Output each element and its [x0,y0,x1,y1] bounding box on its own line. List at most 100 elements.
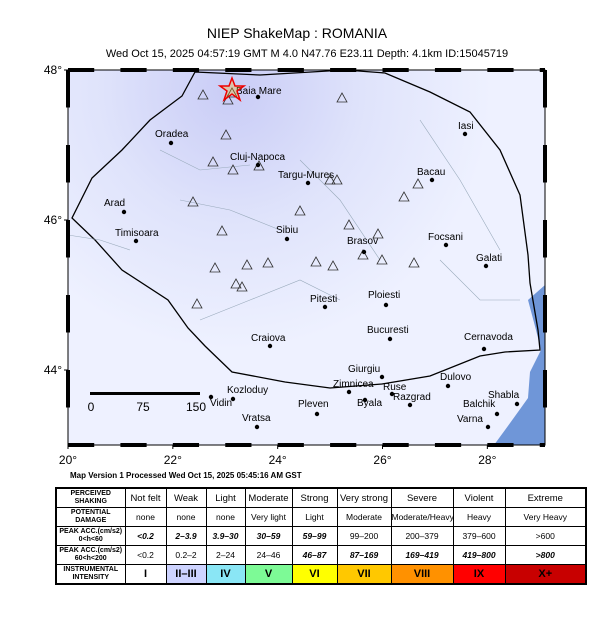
city-dot [407,402,413,408]
legend-cell: 169–419 [390,545,454,565]
city-label: Bucuresti [367,325,409,336]
city-label: Vidin [210,398,232,409]
city-dot [254,424,260,430]
footer: Map Version 1 Processed Wed Oct 15, 2025… [70,471,302,480]
legend-row: PEAK ACC.(cm/s2) 60<h<200 <0.2 0.2–2 2–24 24–… [55,545,587,565]
border-segment [330,68,357,72]
station [336,92,348,103]
city-label: Giurgiu [348,364,380,375]
border-segment [120,443,147,447]
station [187,196,199,207]
city-dot [168,140,174,146]
intensity-cell: X+ [504,564,587,585]
border-segment [66,145,70,183]
station [241,259,253,270]
legend-cell: Not felt [124,487,167,508]
intensity-cell: VIII [390,564,454,585]
legend-cell: Very Heavy [504,507,587,527]
border-segment [539,68,545,72]
legend-cell: <0.2 [124,545,167,565]
city-dot [230,396,236,402]
city-dot [462,131,468,137]
legend-row: POTENTIAL DAMAGE none none none Very light Lig… [55,507,587,527]
city-label: Arad [104,198,125,209]
border-segment [330,443,357,447]
lon-tick-label: 24° [269,453,287,467]
border-segment [382,68,409,72]
graticule: 20° 22° 24° 26° 28° 48° 46° 44° [44,63,547,467]
border-segment [225,443,252,447]
row-label: PEAK ACC.(cm/s2) 0<h<60 [55,526,126,546]
station [412,178,424,189]
city-dot [346,389,352,395]
legend-cell: Weak [165,487,207,508]
border-segment [68,68,95,72]
station [216,225,228,236]
legend-cell: 419–800 [452,545,506,565]
city-dot [514,401,520,407]
city-label: Byala [357,398,382,409]
city-label: Galati [476,253,502,264]
station [236,281,248,292]
lon-tick-label: 22° [164,453,182,467]
legend-cell: 379–600 [452,526,506,546]
border-segment [543,145,547,183]
city-dot [267,343,273,349]
city-dot [429,177,435,183]
city-dot [255,94,261,100]
city-dot [314,411,320,417]
city-label: Focsani [428,232,463,243]
legend-cell: none [124,507,167,527]
intensity-cell: V [244,564,293,585]
border-segment [277,443,304,447]
city-dot [443,242,449,248]
city-label: Dulovo [440,372,472,383]
border-segment [172,68,200,72]
legend-cell: >600 [504,526,587,546]
row-label-line: DAMAGE [75,517,107,524]
city-label: Kozloduy [227,385,268,396]
city-label: Cernavoda [464,332,513,343]
city-label: Ruse [383,382,407,393]
border-segment [66,70,70,108]
row-label: PEAK ACC.(cm/s2) 60<h<200 [55,545,126,565]
city-label: Iasi [458,121,474,132]
city-dot [322,304,328,310]
city-label: Razgrad [393,392,431,403]
station [220,129,232,140]
subtitle: Wed Oct 15, 2025 04:57:19 GMT M 4.0 N47.… [106,48,508,60]
city-label: Craiova [251,333,286,344]
border-segment [66,220,70,258]
scale-label: 75 [136,400,150,414]
row-label-line: 0<h<60 [78,536,103,543]
station [227,164,239,175]
city-label: Bacau [417,167,445,178]
intensity-cell: I [124,564,167,585]
legend-cell: Extreme [504,487,587,508]
legend-cell: Violent [452,487,506,508]
legend-cell: Light [291,507,338,527]
legend-cell: 30–59 [244,526,293,546]
legend-row: PERCEIVED SHAKING Not felt Weak Light Moderat… [55,487,587,508]
row-label-line: INTENSITY [72,574,110,581]
city-dot [483,263,489,269]
legend-cell: Very light [244,507,293,527]
city-label: Cluj-Napoca [230,152,285,163]
row-label-line: PERCEIVED [70,490,111,497]
legend-cell: 0.2–2 [165,545,207,565]
title: NIEP ShakeMap : ROMANIA [207,25,388,41]
border-segment [487,443,514,447]
city-label: Baia Mare [236,86,282,97]
city-dot [361,249,367,255]
station [209,262,221,273]
city-label: Sibiu [276,225,298,236]
city-dot [284,236,290,242]
legend-cell: Severe [390,487,454,508]
city-dot [383,302,389,308]
row-label-line: PEAK ACC.(cm/s2) [59,547,123,554]
legend-cell: 87–169 [336,545,392,565]
city-dot [485,424,491,430]
country-border [71,69,541,389]
city-label: Vratsa [242,413,271,424]
legend-cell: 46–87 [291,545,338,565]
